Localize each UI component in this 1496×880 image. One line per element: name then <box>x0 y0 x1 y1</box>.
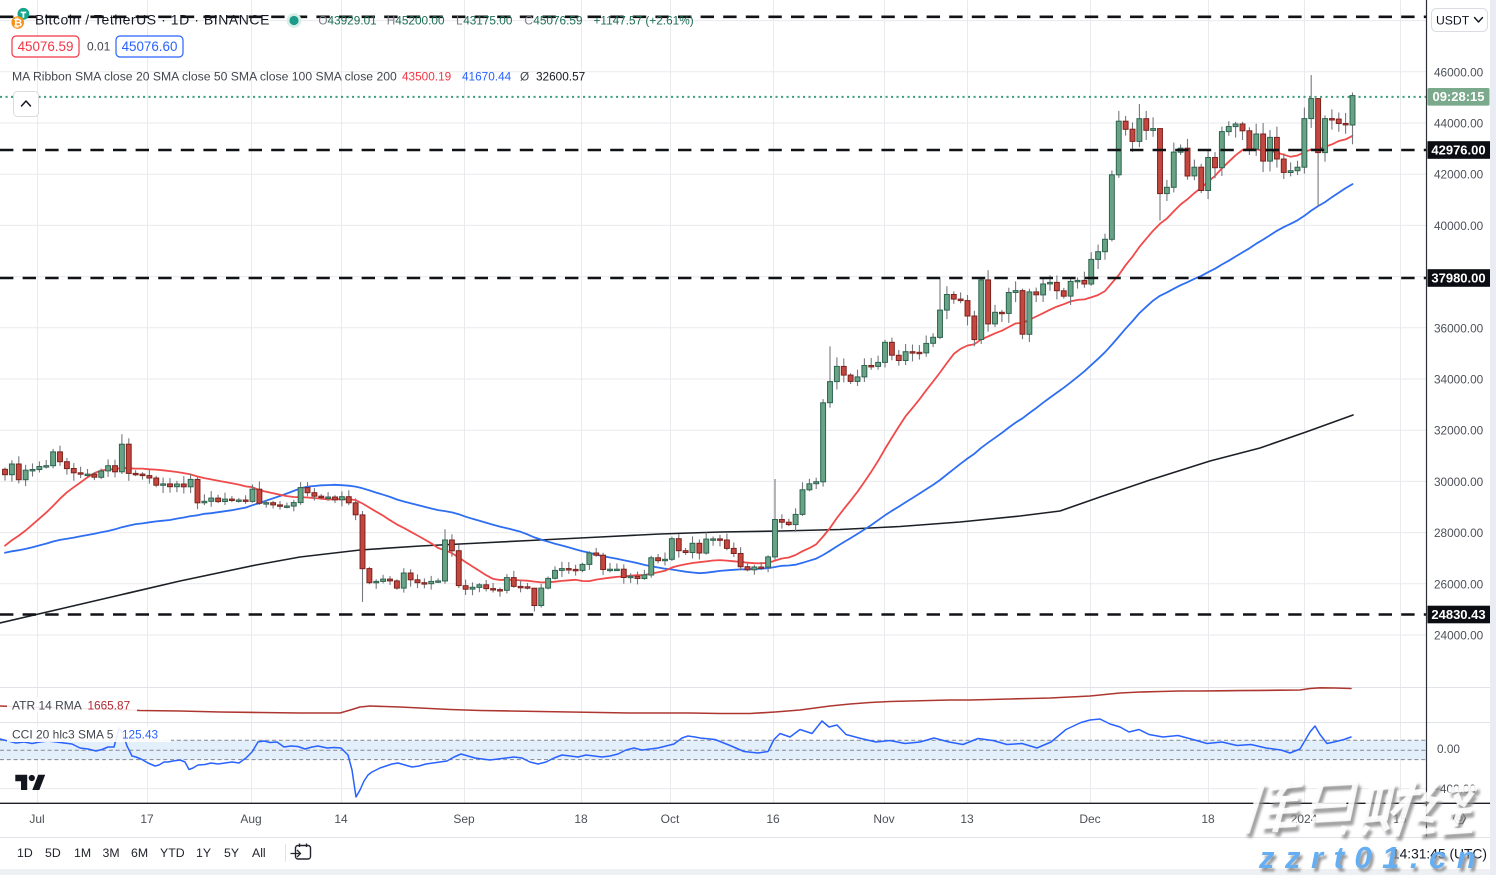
svg-text:Nov: Nov <box>873 812 894 826</box>
svg-text:44000.00: 44000.00 <box>1434 117 1484 131</box>
svg-text:ATR 14 RMA: ATR 14 RMA <box>12 699 82 713</box>
svg-text:1665.87: 1665.87 <box>88 699 131 713</box>
svg-text:Bitcoin / TetherUS · 1D · BINA: Bitcoin / TetherUS · 1D · BINANCE <box>35 12 270 28</box>
svg-text:2024: 2024 <box>1291 812 1318 826</box>
svg-text:37980.00: 37980.00 <box>1431 270 1485 285</box>
svg-text:zzrt01.cn: zzrt01.cn <box>1258 840 1486 875</box>
svg-text:16: 16 <box>766 812 780 826</box>
svg-text:43929.01: 43929.01 <box>328 14 377 28</box>
svg-text:1M: 1M <box>74 846 91 860</box>
svg-text:14: 14 <box>334 812 348 826</box>
svg-text:32600.57: 32600.57 <box>536 70 585 84</box>
svg-text:42000.00: 42000.00 <box>1434 168 1484 182</box>
svg-text:40000.00: 40000.00 <box>1434 219 1484 233</box>
svg-text:45076.60: 45076.60 <box>122 39 178 54</box>
svg-text:45076.59: 45076.59 <box>18 39 74 54</box>
svg-text:45076.59: 45076.59 <box>533 14 582 28</box>
svg-text:32000.00: 32000.00 <box>1434 424 1484 438</box>
svg-text:USDT: USDT <box>1436 14 1470 28</box>
svg-text:YTD: YTD <box>160 846 185 860</box>
svg-text:45200.00: 45200.00 <box>395 14 445 28</box>
svg-text:6M: 6M <box>131 846 148 860</box>
svg-text:18: 18 <box>574 812 588 826</box>
svg-text:Oct: Oct <box>661 812 680 826</box>
svg-text:24830.43: 24830.43 <box>1431 607 1485 622</box>
svg-text:42976.00: 42976.00 <box>1431 142 1485 157</box>
svg-text:5Y: 5Y <box>224 846 239 860</box>
svg-text:O: O <box>318 14 327 28</box>
svg-text:24000.00: 24000.00 <box>1434 629 1484 643</box>
svg-text:3M: 3M <box>103 846 120 860</box>
svg-text:43500.19: 43500.19 <box>402 70 451 84</box>
svg-text:14:31:45 (UTC): 14:31:45 (UTC) <box>1392 847 1487 862</box>
svg-text:0.00: 0.00 <box>1437 742 1460 756</box>
svg-text:C: C <box>524 14 533 28</box>
svg-text:17: 17 <box>140 812 154 826</box>
svg-text:18: 18 <box>1201 812 1215 826</box>
svg-text:36000.00: 36000.00 <box>1434 321 1484 335</box>
svg-text:+1147.57 (+2.61%): +1147.57 (+2.61%) <box>594 14 694 28</box>
svg-text:Jul: Jul <box>29 812 44 826</box>
svg-text:Dec: Dec <box>1079 812 1100 826</box>
svg-text:0.01: 0.01 <box>87 40 111 54</box>
svg-text:09:28:15: 09:28:15 <box>1432 89 1484 104</box>
svg-text:1Y: 1Y <box>196 846 211 860</box>
svg-text:1D: 1D <box>17 846 33 860</box>
svg-text:L: L <box>456 14 463 28</box>
svg-text:46000.00: 46000.00 <box>1434 65 1484 79</box>
svg-text:Aug: Aug <box>240 812 261 826</box>
svg-text:All: All <box>252 846 266 860</box>
svg-text:43175.00: 43175.00 <box>463 14 513 28</box>
svg-text:26000.00: 26000.00 <box>1434 577 1484 591</box>
svg-text:₿: ₿ <box>13 18 22 30</box>
svg-text:30000.00: 30000.00 <box>1434 475 1484 489</box>
svg-text:28000.00: 28000.00 <box>1434 526 1484 540</box>
svg-text:CCI 20 hlc3 SMA 5: CCI 20 hlc3 SMA 5 <box>12 728 114 742</box>
svg-text:5D: 5D <box>45 846 61 860</box>
svg-text:13: 13 <box>960 812 974 826</box>
svg-text:41670.44: 41670.44 <box>462 70 512 84</box>
svg-text:34000.00: 34000.00 <box>1434 373 1484 387</box>
svg-text:H: H <box>387 14 396 28</box>
svg-text:MA Ribbon SMA close 20 SMA clo: MA Ribbon SMA close 20 SMA close 50 SMA … <box>12 70 397 84</box>
svg-text:125.43: 125.43 <box>122 728 159 742</box>
svg-text:Ø: Ø <box>520 70 529 84</box>
svg-text:Sep: Sep <box>453 812 475 826</box>
